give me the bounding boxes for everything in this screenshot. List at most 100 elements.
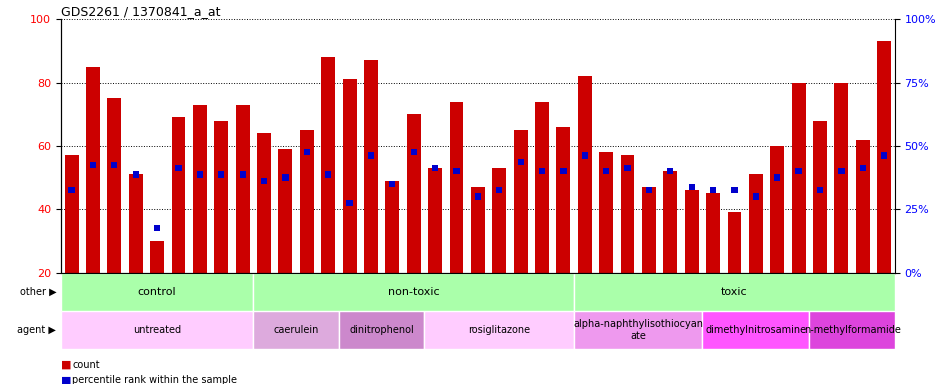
Bar bbox=[150, 241, 164, 273]
Bar bbox=[218, 171, 224, 177]
Bar bbox=[688, 184, 695, 190]
Bar bbox=[773, 174, 780, 181]
Bar bbox=[428, 168, 442, 273]
Bar bbox=[214, 121, 228, 273]
Bar bbox=[175, 165, 182, 171]
Text: dimethylnitrosamine: dimethylnitrosamine bbox=[705, 325, 806, 335]
Text: ■: ■ bbox=[61, 375, 71, 384]
Bar bbox=[171, 118, 185, 273]
Bar bbox=[876, 41, 890, 273]
Bar bbox=[278, 149, 292, 273]
Bar bbox=[556, 127, 570, 273]
Bar bbox=[343, 79, 356, 273]
Bar bbox=[666, 168, 673, 174]
Bar bbox=[574, 273, 894, 311]
Bar bbox=[388, 181, 395, 187]
Bar bbox=[303, 149, 310, 156]
Bar bbox=[68, 187, 75, 194]
Bar bbox=[709, 187, 715, 194]
Bar bbox=[599, 152, 612, 273]
Bar bbox=[240, 171, 245, 177]
Text: ■: ■ bbox=[61, 360, 71, 370]
Bar bbox=[86, 67, 100, 273]
Bar bbox=[663, 171, 677, 273]
Bar bbox=[858, 165, 865, 171]
Text: untreated: untreated bbox=[133, 325, 181, 335]
Bar bbox=[197, 171, 203, 177]
Bar bbox=[702, 311, 809, 349]
Bar bbox=[424, 311, 574, 349]
Bar bbox=[363, 60, 377, 273]
Bar bbox=[475, 194, 480, 200]
Bar bbox=[282, 174, 288, 181]
Bar bbox=[236, 105, 249, 273]
Bar bbox=[834, 83, 847, 273]
Bar bbox=[791, 83, 805, 273]
Bar bbox=[260, 178, 267, 184]
Bar bbox=[748, 174, 762, 273]
Bar bbox=[581, 152, 587, 159]
Bar bbox=[368, 152, 373, 159]
Bar bbox=[90, 162, 96, 168]
Bar bbox=[108, 98, 121, 273]
Bar bbox=[574, 311, 702, 349]
Bar bbox=[855, 140, 869, 273]
Text: other ▶: other ▶ bbox=[20, 287, 56, 297]
Bar bbox=[795, 168, 801, 174]
Bar bbox=[513, 130, 527, 273]
Bar bbox=[193, 105, 207, 273]
Text: caerulein: caerulein bbox=[273, 325, 318, 335]
Bar bbox=[620, 156, 634, 273]
Bar bbox=[154, 225, 160, 232]
Text: control: control bbox=[138, 287, 176, 297]
Bar bbox=[623, 165, 630, 171]
Bar bbox=[838, 168, 843, 174]
Bar bbox=[645, 187, 651, 194]
Bar bbox=[641, 187, 655, 273]
Bar bbox=[431, 165, 438, 171]
Bar bbox=[111, 162, 117, 168]
Bar bbox=[385, 181, 399, 273]
Text: dinitrophenol: dinitrophenol bbox=[349, 325, 414, 335]
Bar bbox=[339, 311, 424, 349]
Bar bbox=[128, 174, 142, 273]
Bar bbox=[449, 102, 463, 273]
Bar bbox=[880, 152, 886, 159]
Bar bbox=[346, 200, 352, 206]
Bar bbox=[538, 168, 545, 174]
Text: alpha-naphthylisothiocyan
ate: alpha-naphthylisothiocyan ate bbox=[573, 319, 703, 341]
Bar bbox=[495, 187, 502, 194]
Text: agent ▶: agent ▶ bbox=[18, 325, 56, 335]
Text: toxic: toxic bbox=[721, 287, 747, 297]
Bar bbox=[321, 57, 335, 273]
Bar bbox=[706, 194, 719, 273]
Bar bbox=[769, 146, 783, 273]
Bar bbox=[253, 311, 339, 349]
Bar bbox=[517, 159, 523, 165]
Bar bbox=[453, 168, 460, 174]
Text: percentile rank within the sample: percentile rank within the sample bbox=[72, 375, 237, 384]
Bar bbox=[752, 194, 758, 200]
Bar bbox=[61, 311, 253, 349]
Bar bbox=[253, 273, 574, 311]
Text: non-toxic: non-toxic bbox=[388, 287, 439, 297]
Bar bbox=[256, 133, 271, 273]
Bar bbox=[809, 311, 894, 349]
Bar bbox=[410, 149, 417, 156]
Bar bbox=[133, 171, 139, 177]
Text: n-methylformamide: n-methylformamide bbox=[803, 325, 899, 335]
Bar bbox=[300, 130, 314, 273]
Text: rosiglitazone: rosiglitazone bbox=[468, 325, 530, 335]
Bar bbox=[812, 121, 826, 273]
Bar bbox=[726, 212, 740, 273]
Bar bbox=[65, 156, 79, 273]
Text: count: count bbox=[72, 360, 99, 370]
Bar bbox=[684, 190, 698, 273]
Bar bbox=[731, 187, 737, 194]
Text: GDS2261 / 1370841_a_at: GDS2261 / 1370841_a_at bbox=[61, 5, 220, 18]
Bar bbox=[61, 273, 253, 311]
Bar bbox=[560, 168, 566, 174]
Bar bbox=[816, 187, 822, 194]
Bar bbox=[325, 171, 331, 177]
Bar bbox=[534, 102, 548, 273]
